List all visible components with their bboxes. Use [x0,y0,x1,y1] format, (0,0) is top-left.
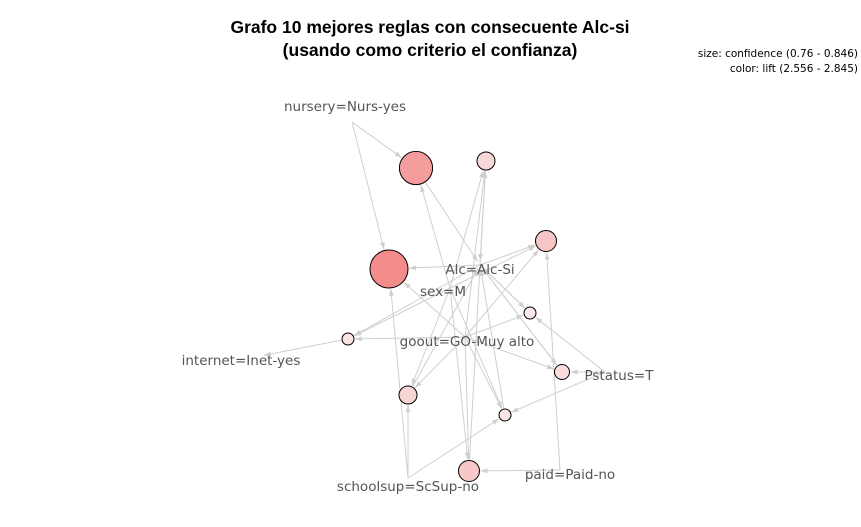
legend-color: color: lift (2.556 - 2.845) [730,63,858,75]
edge-33 [263,339,342,357]
edge-7 [353,264,481,337]
item-label-4: goout=GO-Muy alto [400,334,535,350]
rule-node-1 [369,249,409,289]
item-labels: nursery=Nurs-yes Alc=Alc-Si sex=M goout=GO-… [182,99,655,495]
edge-16 [403,281,466,338]
rule-node-4 [535,230,557,252]
edge-13 [411,287,451,386]
edge-38 [412,268,479,387]
rule-node-2 [398,150,434,186]
legend-size: size: confidence (0.76 - 0.846) [698,48,858,60]
edge-22 [414,336,466,389]
item-label-5: internet=Inet-yes [182,353,301,369]
edge-11 [449,245,536,289]
rule-node-5 [523,306,537,320]
rule-node-9 [498,408,512,422]
rule-node-6 [341,332,355,346]
edge-3 [408,264,481,271]
item-label-8: paid=Paid-no [525,467,615,483]
item-label-7: schoolsup=ScSup-no [337,479,479,495]
edge-10 [449,170,484,289]
edge-32 [480,468,561,474]
edge-37 [482,267,558,366]
edge-5 [479,244,536,266]
edge-1 [351,121,385,250]
edge-2 [351,121,402,159]
edge-21 [464,336,555,370]
edge-17 [464,170,487,338]
edge-30 [407,418,500,479]
graph-title-line1: Grafo 10 mejores reglas con consecuente … [230,17,629,37]
edge-35 [478,170,486,262]
rule-node-8 [398,385,418,405]
edge-19 [464,314,524,338]
edge-39 [479,268,505,409]
edge-28 [388,288,409,479]
edge-23 [464,336,503,410]
edge-12 [354,287,451,337]
edge-27 [511,371,606,413]
graph-edges [263,121,606,479]
edge-9 [420,184,451,289]
edge-25 [535,316,606,373]
rule-node-10 [458,460,480,482]
graph-title-line2: (usando como criterio el confianza) [283,40,578,60]
item-label-2: Alc=Alc-Si [445,262,514,278]
item-label-6: Pstatus=T [585,368,655,384]
edge-20 [354,336,466,342]
item-label-1: nursery=Nurs-yes [284,99,406,115]
edge-36 [482,267,526,309]
edge-40 [469,268,482,460]
rule-nodes [341,150,570,482]
rule-node-3 [476,151,496,171]
rule-node-7 [554,364,570,380]
edge-15 [449,287,470,460]
edge-14 [449,287,503,409]
edge-34 [425,182,479,262]
item-label-3: sex=M [420,284,466,300]
